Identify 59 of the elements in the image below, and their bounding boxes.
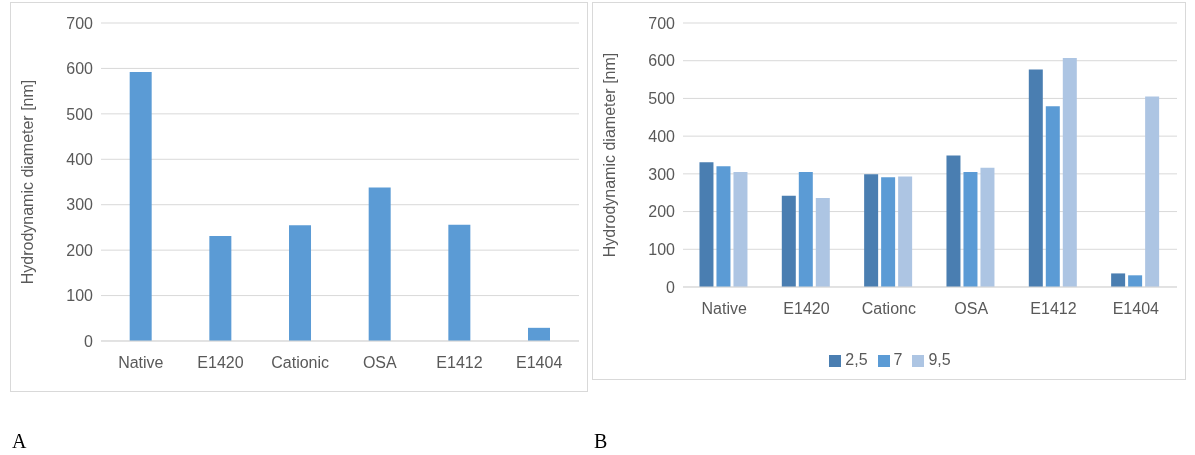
bar bbox=[209, 236, 232, 341]
bar bbox=[1111, 273, 1126, 287]
y-tick-label: 600 bbox=[66, 60, 94, 78]
bar bbox=[289, 225, 312, 341]
x-tick-label: Native bbox=[701, 300, 747, 318]
y-tick-label: 100 bbox=[66, 287, 94, 305]
bar bbox=[699, 162, 714, 287]
y-tick-label: 100 bbox=[648, 240, 676, 258]
bar bbox=[368, 187, 391, 341]
y-tick-label: 300 bbox=[648, 165, 676, 183]
x-tick-label: E1420 bbox=[197, 354, 244, 372]
x-tick-label: E1412 bbox=[1030, 300, 1077, 318]
x-tick-label: OSA bbox=[954, 300, 989, 318]
x-tick-label: E1420 bbox=[783, 300, 830, 318]
x-tick-label: E1404 bbox=[1112, 300, 1160, 318]
legend-label: 9,5 bbox=[928, 351, 951, 368]
bar bbox=[898, 176, 913, 287]
legend-label: 7 bbox=[893, 351, 903, 368]
y-tick-label: 600 bbox=[648, 52, 676, 70]
bar bbox=[448, 224, 471, 341]
bar bbox=[1128, 275, 1143, 287]
y-tick-label: 300 bbox=[66, 196, 94, 214]
x-tick-label: E1404 bbox=[516, 354, 563, 372]
y-axis-title: Hydrodynamic diameter [nm] bbox=[600, 52, 618, 258]
bar bbox=[733, 171, 748, 287]
y-tick-label: 400 bbox=[648, 127, 676, 145]
bar bbox=[946, 155, 961, 287]
bar bbox=[1062, 58, 1077, 287]
y-tick-label: 700 bbox=[648, 14, 676, 32]
y-tick-label: 0 bbox=[84, 332, 94, 350]
y-tick-label: 200 bbox=[648, 203, 676, 221]
y-axis-title: Hydrodynamic diameter [nm] bbox=[18, 79, 36, 285]
x-tick-label: E1412 bbox=[436, 354, 483, 372]
bar bbox=[864, 174, 879, 287]
x-tick-label: Cationc bbox=[861, 300, 916, 318]
bar bbox=[1028, 69, 1043, 287]
bar bbox=[528, 327, 551, 341]
y-tick-label: 500 bbox=[648, 90, 676, 108]
bar bbox=[881, 177, 896, 287]
bar bbox=[781, 195, 796, 287]
text: B bbox=[594, 430, 608, 453]
y-tick-label: 500 bbox=[66, 105, 94, 123]
bar bbox=[963, 171, 978, 287]
bar bbox=[798, 171, 813, 287]
bar bbox=[1145, 96, 1160, 287]
legend-label: 2,5 bbox=[845, 351, 868, 368]
y-tick-label: 700 bbox=[66, 14, 94, 32]
bar bbox=[716, 166, 731, 287]
bar bbox=[129, 72, 152, 341]
bar bbox=[815, 197, 830, 287]
bar bbox=[1045, 106, 1060, 287]
x-tick-label: Cationic bbox=[271, 354, 330, 372]
y-tick-label: 0 bbox=[666, 278, 676, 296]
y-tick-label: 200 bbox=[66, 241, 94, 259]
x-tick-label: Native bbox=[118, 354, 164, 372]
y-tick-label: 400 bbox=[66, 150, 94, 168]
x-tick-label: OSA bbox=[362, 354, 398, 372]
text: A bbox=[12, 430, 27, 453]
bar bbox=[980, 167, 995, 287]
